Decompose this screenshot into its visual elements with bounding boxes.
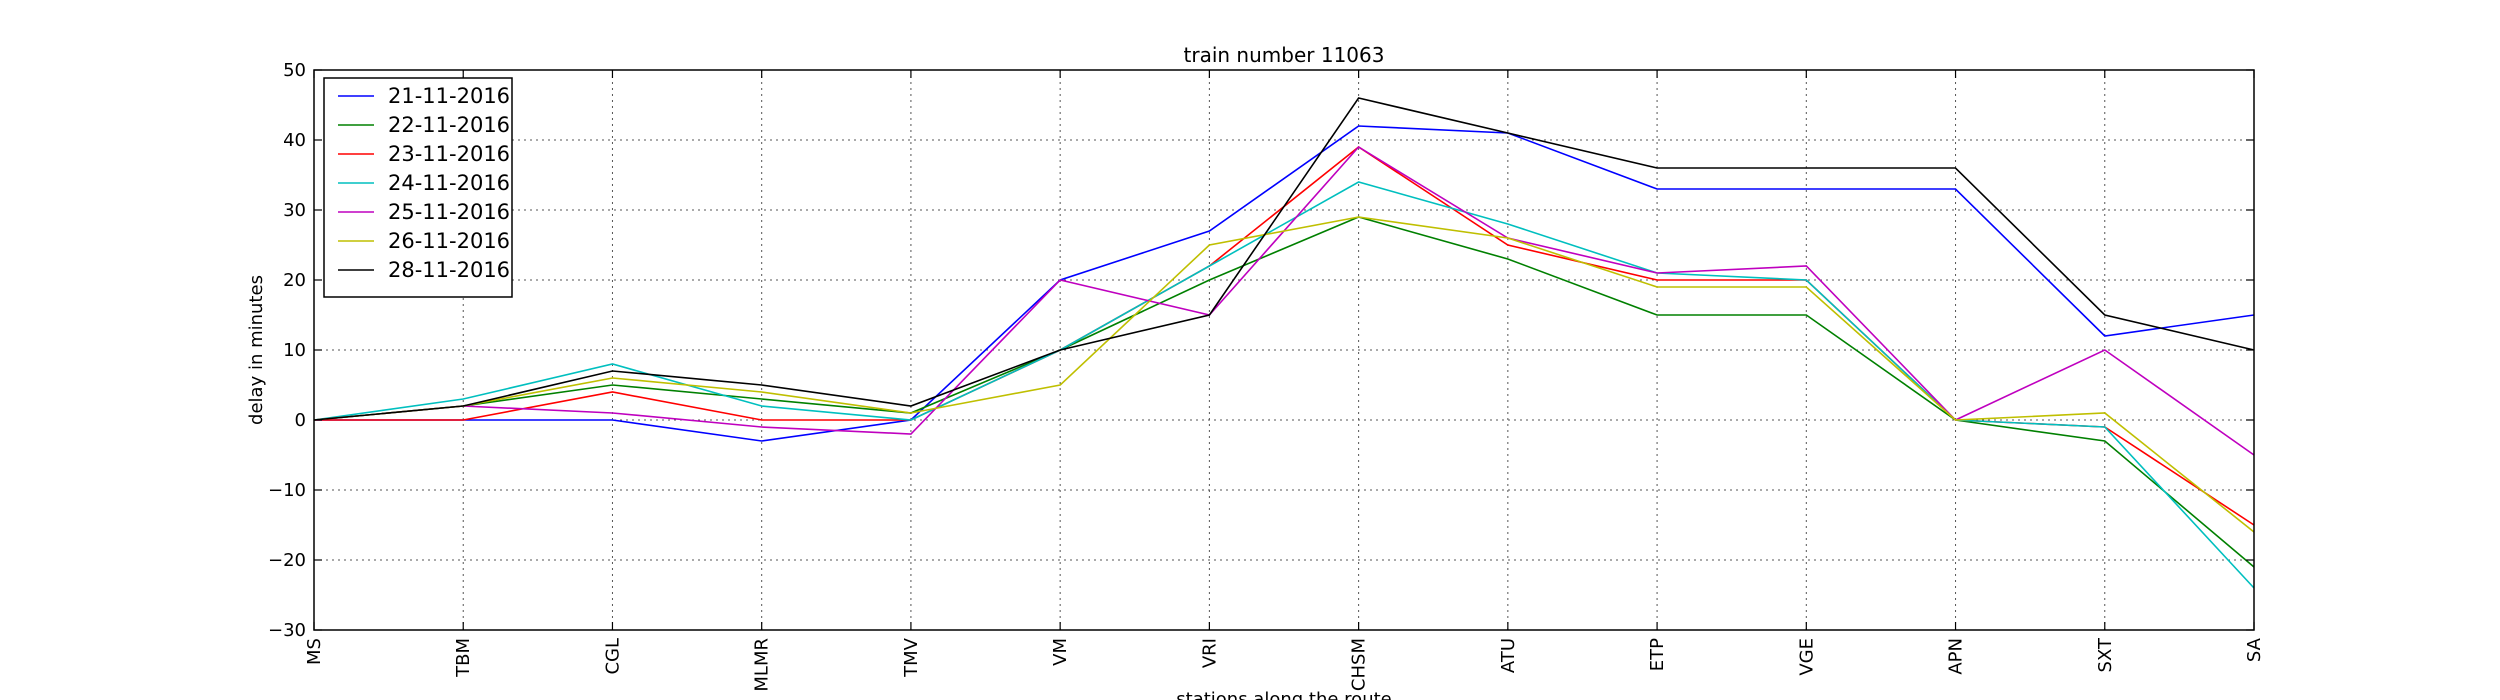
y-tick-label: 20 bbox=[283, 270, 306, 291]
x-tick-label: TBM bbox=[453, 638, 474, 678]
x-tick-label: MLMR bbox=[752, 638, 773, 692]
legend-label: 26-11-2016 bbox=[388, 229, 510, 253]
x-tick-label: VRI bbox=[1199, 638, 1220, 668]
y-tick-label: −10 bbox=[268, 480, 306, 501]
tick-layer: MS TBM CGL MLMR TMV VM VRI CHSM ATU ETP VGE APN SXT S… bbox=[268, 60, 2265, 692]
x-tick-label: CGL bbox=[602, 638, 623, 675]
legend-label: 23-11-2016 bbox=[388, 142, 510, 166]
legend-label: 24-11-2016 bbox=[388, 171, 510, 195]
legend-label: 21-11-2016 bbox=[388, 84, 510, 108]
series-line-26-11-2016 bbox=[313, 216, 2255, 533]
x-tick-label: VGE bbox=[1796, 638, 1817, 676]
y-tick-label: 40 bbox=[283, 130, 306, 151]
x-axis-label: stations along the route bbox=[1176, 689, 1391, 700]
series-line-21-11-2016 bbox=[314, 125, 2255, 442]
y-tick-label: 10 bbox=[283, 340, 306, 361]
y-tick-label: 30 bbox=[283, 200, 306, 221]
y-tick-label: 50 bbox=[283, 60, 306, 81]
chart-title: train number 11063 bbox=[1184, 43, 1385, 67]
x-tick-label: MS bbox=[304, 638, 325, 665]
y-axis-label: delay in minutes bbox=[246, 275, 267, 425]
x-tick-label: TMV bbox=[901, 637, 922, 678]
grid-layer bbox=[314, 70, 2254, 630]
x-tick-label: SA bbox=[2244, 637, 2265, 662]
series-line-22-11-2016 bbox=[313, 216, 2255, 568]
series-line-23-11-2016 bbox=[314, 146, 2255, 526]
x-tick-label: VM bbox=[1050, 638, 1071, 666]
legend-box bbox=[323, 77, 513, 298]
legend-label: 22-11-2016 bbox=[388, 113, 510, 137]
x-tick-label: APN bbox=[1946, 638, 1967, 675]
series-line-24-11-2016 bbox=[313, 181, 2255, 589]
y-tick-label: −30 bbox=[268, 620, 306, 641]
series-line-25-11-2016 bbox=[313, 145, 2255, 456]
plot-area-frame bbox=[313, 69, 2255, 631]
legend-label: 25-11-2016 bbox=[388, 200, 510, 224]
series-line-28-11-2016 bbox=[313, 97, 2255, 421]
legend: 21-11-2016 22-11-2016 23-11-2016 24-11-2016… bbox=[323, 77, 513, 298]
x-tick-label: ATU bbox=[1498, 638, 1519, 673]
x-tick-label: SXT bbox=[2095, 637, 2116, 672]
series-layer bbox=[313, 97, 2255, 589]
y-tick-label: −20 bbox=[268, 550, 306, 571]
x-tick-label: ETP bbox=[1647, 638, 1668, 671]
x-tick-label: CHSM bbox=[1349, 638, 1370, 691]
y-tick-label: 0 bbox=[295, 410, 306, 431]
legend-label: 28-11-2016 bbox=[388, 258, 510, 282]
